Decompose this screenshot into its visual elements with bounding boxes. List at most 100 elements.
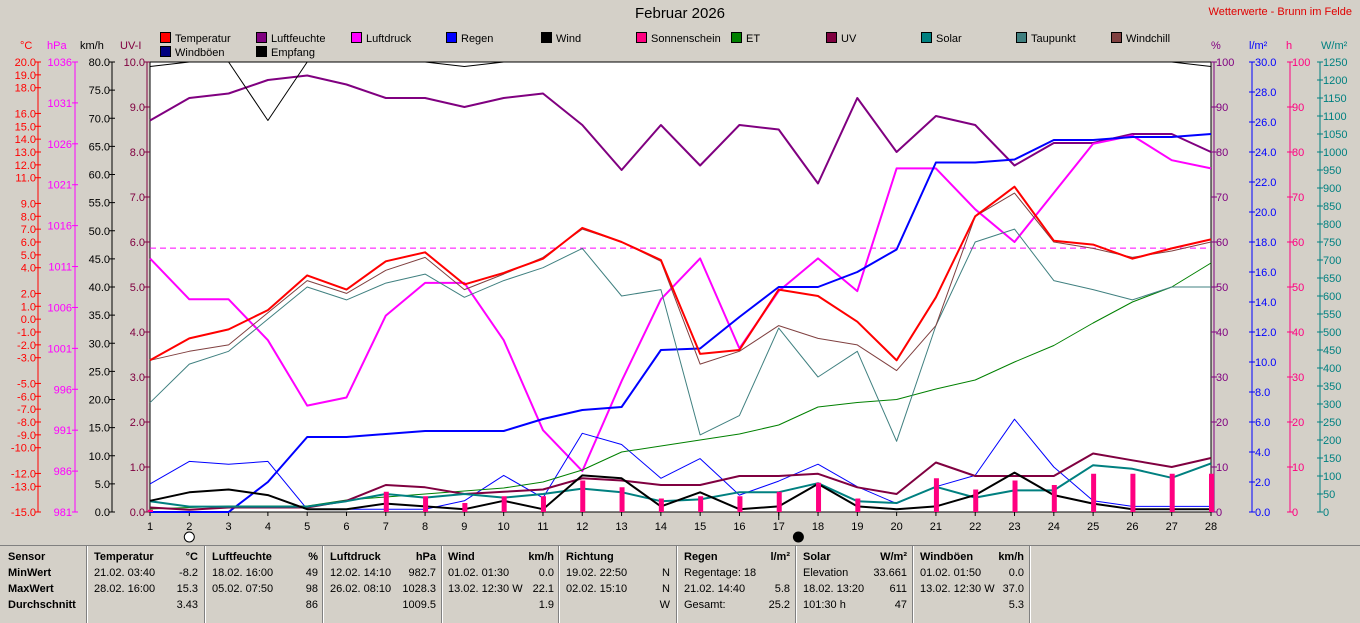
tick-label-temp: 11.0 [15, 173, 36, 185]
luftfeuchte-min: 49 [305, 567, 318, 579]
x-tick-label: 19 [851, 521, 863, 533]
x-tick-label: 15 [694, 521, 706, 533]
tick-label-sun: 60 [1292, 237, 1304, 249]
legend-item-taupunkt: Taupunkt [1016, 32, 1076, 46]
stats-temperatur: Temperatur °C 21.02. 03:40 -8.2 28.02. 16:… [94, 549, 202, 623]
solar-max-time: 18.02. 13:20 [803, 583, 865, 595]
axis-title-temp: °C [20, 40, 33, 52]
tick-label-hum: 80 [1216, 147, 1228, 159]
tick-label-press: 996 [54, 384, 72, 396]
tick-label-hum: 40 [1216, 327, 1228, 339]
legend-item-luftdruck: Luftdruck [351, 32, 411, 46]
bar-sonnenschein [1169, 473, 1175, 512]
luftfeuchte-unit: % [308, 551, 318, 563]
tick-label-solar: 100 [1323, 471, 1341, 483]
legend-label: Regen [461, 33, 494, 45]
tick-label-solar: 700 [1323, 255, 1341, 267]
tick-label-wind: 35.0 [89, 310, 110, 322]
bar-sonnenschein [973, 489, 979, 512]
x-tick-label: 26 [1126, 521, 1138, 533]
legend-item-temperatur: Temperatur [160, 32, 231, 46]
temperatur-unit: °C [185, 551, 198, 563]
tick-label-solar: 550 [1323, 309, 1341, 321]
tick-label-rain: 22.0 [1255, 177, 1276, 189]
tick-label-wind: 65.0 [89, 141, 110, 153]
legend-item-et: ET [731, 32, 760, 46]
solar-avg: 47 [894, 599, 907, 611]
tick-label-temp: 12.0 [15, 160, 36, 172]
series-line-luftfeuchte [149, 74, 1212, 185]
richtung-header: Richtung [566, 551, 614, 563]
x-tick-label: 8 [422, 521, 428, 533]
stats-panel: Sensor MinWert MaxWert Durchschnitt Temp… [0, 545, 1360, 623]
bar-sonnenschein [1130, 473, 1136, 512]
tick-label-hum: 100 [1216, 57, 1234, 69]
tick-label-wind: 30.0 [89, 338, 110, 350]
tick-label-hum: 0 [1216, 507, 1222, 519]
tick-label-temp: 2.0 [21, 288, 36, 300]
legend-swatch [351, 32, 362, 43]
bar-sonnenschein [580, 480, 586, 512]
stats-wind: Wind km/h 01.02. 01:30 0.0 13.02. 12:30 W 2… [448, 549, 558, 623]
tick-label-solar: 1000 [1323, 147, 1347, 159]
tick-label-rain: 26.0 [1255, 117, 1276, 129]
luftdruck-min: 982.7 [408, 567, 436, 579]
series-line-windchill [149, 192, 1212, 372]
windboeen-header: Windböen [920, 551, 974, 563]
tick-label-hum: 20 [1216, 417, 1228, 429]
wind-min-time: 01.02. 01:30 [448, 567, 510, 579]
plot-area [149, 61, 1212, 513]
tick-label-temp: 6.0 [21, 237, 36, 249]
tick-label-solar: 1250 [1323, 57, 1347, 69]
x-tick-label: 2 [186, 521, 192, 533]
x-tick-label: 1 [147, 521, 153, 533]
axis-title-solar: W/m² [1321, 40, 1348, 52]
x-tick-label: 28 [1205, 521, 1217, 533]
bar-sonnenschein [855, 498, 861, 512]
legend-item-wind: Wind [541, 32, 581, 46]
legend-label: Windchill [1126, 33, 1171, 45]
tick-label-solar: 0 [1323, 507, 1329, 519]
tick-label-temp: 8.0 [21, 211, 36, 223]
tick-label-temp: -9.0 [17, 430, 36, 442]
legend-label: Empfang [271, 47, 316, 59]
tick-label-temp: -8.0 [17, 417, 36, 429]
wind-max: 22.1 [532, 583, 554, 595]
legend-label: Solar [936, 33, 962, 45]
label-max: MaxWert [8, 583, 54, 595]
axis-title-sun: h [1286, 40, 1293, 52]
tick-label-rain: 8.0 [1255, 387, 1270, 399]
tick-label-temp: 13.0 [15, 147, 36, 159]
tick-label-uv: 1.0 [130, 462, 145, 474]
tick-label-solar: 950 [1323, 165, 1341, 177]
tick-label-press: 1001 [48, 343, 72, 355]
bar-sonnenschein [148, 509, 153, 512]
legend-item-regen: Regen [446, 32, 493, 46]
legend-swatch [921, 32, 932, 43]
tick-label-sun: 30 [1292, 372, 1304, 384]
tick-label-temp: -10.0 [11, 443, 36, 455]
tick-label-temp: -3.0 [17, 353, 36, 365]
stats-luftfeuchte: Luftfeuchte% 18.02. 16:00 49 05.02. 07:50… [212, 549, 322, 623]
tick-label-solar: 150 [1323, 453, 1341, 465]
tick-label-rain: 4.0 [1255, 447, 1270, 459]
tick-label-wind: 25.0 [89, 366, 110, 378]
solar-hours: 101:30 h [803, 599, 846, 611]
tick-label-wind: 15.0 [89, 423, 110, 435]
tick-label-rain: 16.0 [1255, 267, 1276, 279]
tick-label-temp: 20.0 [15, 57, 36, 69]
luftdruck-unit: hPa [415, 551, 436, 563]
luftfeuchte-header: Luftfeuchte [212, 551, 272, 563]
bar-sonnenschein [698, 496, 704, 512]
tick-label-temp: 19.0 [15, 70, 36, 82]
tick-label-wind: 80.0 [89, 57, 110, 69]
x-tick-label: 27 [1166, 521, 1178, 533]
legend-swatch [256, 32, 267, 43]
tick-label-temp: 18.0 [15, 83, 36, 95]
temperatur-header: Temperatur [94, 551, 154, 563]
temperatur-max-time: 28.02. 16:00 [94, 583, 156, 595]
stats-regen: Regen l/m² Regentage: 18 21.02. 14:40 5.8 … [684, 549, 794, 623]
legend-swatch [256, 46, 267, 57]
x-tick-label: 20 [891, 521, 903, 533]
tick-label-rain: 24.0 [1255, 147, 1276, 159]
